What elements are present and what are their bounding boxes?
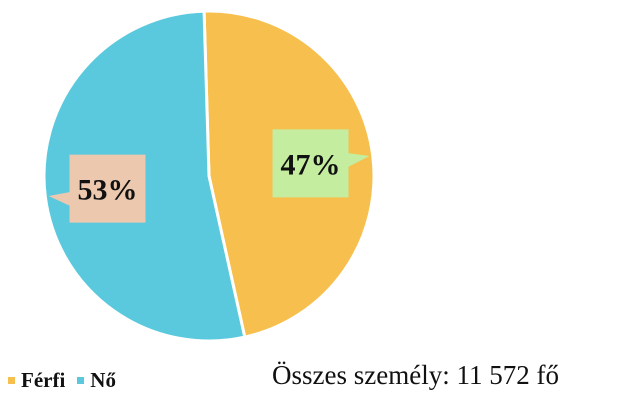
total-persons-text: Összes személy: 11 572 fő	[272, 360, 559, 390]
legend: Férfi Nő	[8, 368, 116, 393]
data-label-box-no	[48, 154, 146, 223]
legend-swatch-no	[77, 377, 85, 384]
data-label-ferfi: 47%	[281, 148, 341, 181]
legend-swatch-ferfi	[8, 377, 15, 384]
legend-label-ferfi: Férfi	[21, 368, 66, 392]
legend-label-no: Nő	[90, 368, 116, 392]
legend-item-no: Nő	[77, 368, 116, 393]
legend-item-ferfi: Férfi	[8, 368, 65, 393]
data-label-box-ferfi	[272, 129, 370, 198]
data-label-no: 53%	[77, 174, 137, 207]
data-labels: 47% 53%	[48, 129, 370, 223]
